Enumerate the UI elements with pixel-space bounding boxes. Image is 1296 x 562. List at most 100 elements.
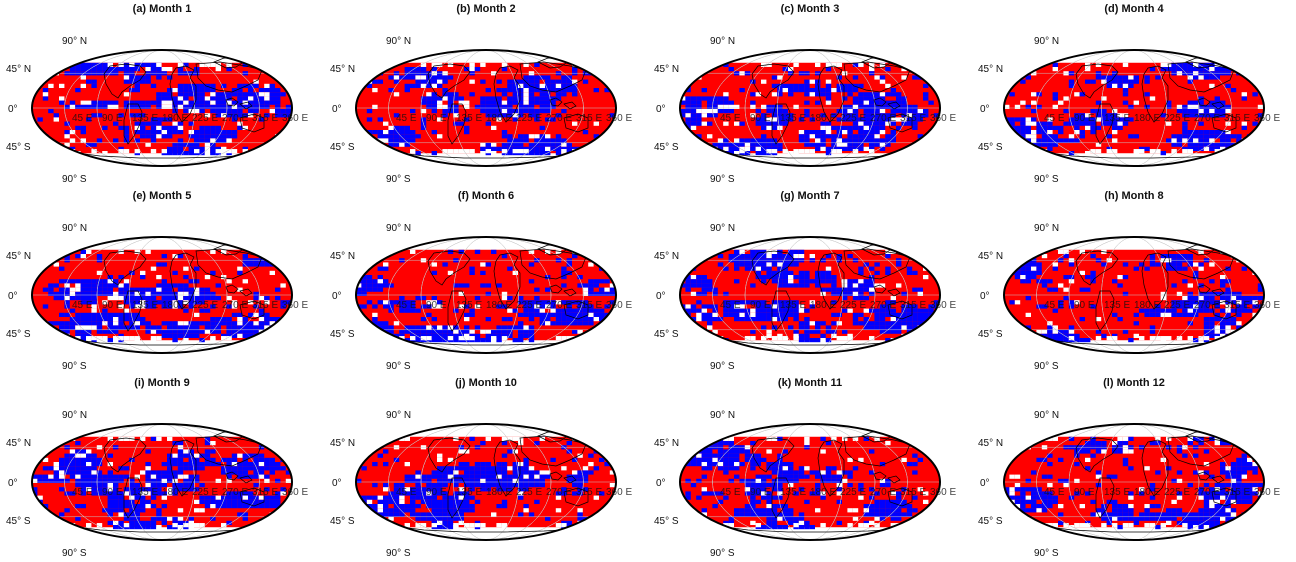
negative-cell xyxy=(1257,483,1264,488)
negative-cell xyxy=(831,466,837,471)
negative-cell xyxy=(453,495,459,500)
negative-cell xyxy=(388,499,394,504)
negative-cell xyxy=(48,321,54,326)
negative-cell xyxy=(215,325,221,330)
negative-cell xyxy=(1187,441,1193,446)
negative-cell xyxy=(183,88,189,93)
negative-cell xyxy=(204,287,211,292)
negative-cell xyxy=(291,125,292,130)
negative-cell xyxy=(253,100,259,105)
negative-cell xyxy=(1058,338,1064,343)
negative-cell xyxy=(566,520,572,525)
negative-cell xyxy=(782,109,788,114)
negative-cell xyxy=(890,329,896,334)
negative-cell xyxy=(1063,254,1069,259)
negative-cell xyxy=(923,308,929,313)
negative-cell xyxy=(86,317,92,322)
negative-cell xyxy=(782,308,788,313)
negative-cell xyxy=(237,491,243,496)
missing-cell xyxy=(1025,134,1031,139)
missing-cell xyxy=(820,291,826,296)
negative-cell xyxy=(858,483,864,488)
negative-cell xyxy=(383,520,389,525)
missing-cell xyxy=(1193,304,1199,309)
negative-cell xyxy=(75,516,81,521)
negative-cell xyxy=(777,104,783,109)
negative-cell xyxy=(204,100,211,105)
missing-cell xyxy=(836,470,842,475)
negative-cell xyxy=(923,138,929,143)
negative-cell xyxy=(539,312,545,317)
negative-cell xyxy=(609,520,616,525)
negative-cell xyxy=(599,516,605,521)
negative-cell xyxy=(167,321,173,326)
negative-cell xyxy=(258,453,265,458)
negative-cell xyxy=(1122,441,1129,446)
negative-cell xyxy=(825,67,832,72)
missing-cell xyxy=(75,325,81,330)
negative-cell xyxy=(555,142,562,147)
negative-cell xyxy=(177,457,184,462)
negative-cell xyxy=(231,134,238,139)
negative-cell xyxy=(577,317,583,322)
negative-cell xyxy=(1090,453,1096,458)
missing-cell xyxy=(177,125,184,130)
negative-cell xyxy=(518,134,524,139)
negative-cell xyxy=(123,291,130,296)
negative-cell xyxy=(804,270,810,275)
negative-cell xyxy=(215,104,221,109)
data-grid xyxy=(680,237,940,353)
missing-cell xyxy=(939,96,940,101)
negative-cell xyxy=(204,83,211,88)
negative-cell xyxy=(1079,117,1085,122)
negative-cell xyxy=(59,512,65,517)
negative-cell xyxy=(1236,138,1242,143)
negative-cell xyxy=(237,100,243,105)
negative-cell xyxy=(491,329,497,334)
negative-cell xyxy=(399,304,405,309)
longitude-label: 45 E xyxy=(396,487,417,498)
negative-cell xyxy=(771,504,778,509)
negative-cell xyxy=(588,291,594,296)
negative-cell xyxy=(248,474,254,479)
negative-cell xyxy=(561,321,567,326)
negative-cell xyxy=(869,109,875,114)
negative-cell xyxy=(161,483,167,488)
negative-cell xyxy=(1085,338,1091,343)
negative-cell xyxy=(415,512,421,517)
negative-cell xyxy=(204,504,211,509)
negative-cell xyxy=(442,474,448,479)
negative-cell xyxy=(237,83,243,88)
negative-cell xyxy=(744,138,751,143)
negative-cell xyxy=(496,283,502,288)
negative-cell xyxy=(912,113,918,118)
negative-cell xyxy=(1247,329,1253,334)
coastlines xyxy=(1041,244,1247,346)
missing-cell xyxy=(820,146,826,151)
negative-cell xyxy=(183,329,189,334)
latitude-label: 90° S xyxy=(386,361,411,372)
negative-cell xyxy=(199,146,205,151)
missing-cell xyxy=(1214,325,1220,330)
negative-cell xyxy=(512,338,518,343)
negative-cell xyxy=(356,79,362,84)
negative-cell xyxy=(242,325,248,330)
missing-cell xyxy=(518,491,524,496)
negative-cell xyxy=(1085,466,1091,471)
negative-cell xyxy=(842,296,848,301)
negative-cell xyxy=(912,270,918,275)
negative-cell xyxy=(1014,445,1021,450)
negative-cell xyxy=(426,312,432,317)
negative-cell xyxy=(231,491,238,496)
negative-cell xyxy=(204,457,211,462)
negative-cell xyxy=(555,79,562,84)
negative-cell xyxy=(820,287,826,292)
negative-cell xyxy=(766,138,772,143)
negative-cell xyxy=(685,449,691,454)
missing-cell xyxy=(1009,474,1015,479)
negative-cell xyxy=(528,142,535,147)
map-projection: 90° N45° N0°45° S90° S45 E 90 E 135 E 180 E… xyxy=(654,223,956,372)
negative-cell xyxy=(879,308,886,313)
latitude-label: 90° S xyxy=(710,174,735,185)
negative-cell xyxy=(442,75,448,80)
